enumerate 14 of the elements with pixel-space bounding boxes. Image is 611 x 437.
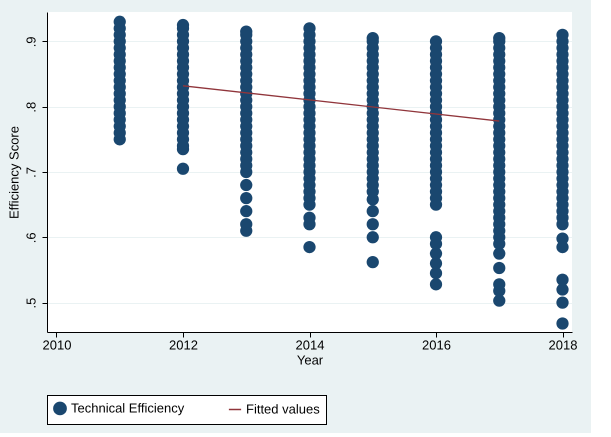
x-tick-label: 2010 (42, 338, 72, 352)
x-axis-title: Year (296, 352, 324, 368)
y-tick-label: .5 (24, 298, 38, 309)
x-tick-label: 2016 (422, 338, 451, 352)
y-tick-label: .6 (24, 232, 38, 244)
x-tick-label: 2018 (548, 338, 578, 352)
legend-label: Technical Efficiency (71, 400, 185, 416)
y-tick-label: .7 (24, 167, 38, 178)
y-tick-label: .8 (24, 102, 38, 113)
legend-label: Fitted values (246, 402, 320, 416)
y-axis-title: Efficiency Score (6, 126, 22, 219)
y-tick-label: .9 (24, 36, 38, 48)
x-tick-label: 2014 (296, 338, 324, 352)
x-tick-label: 2012 (169, 338, 198, 352)
